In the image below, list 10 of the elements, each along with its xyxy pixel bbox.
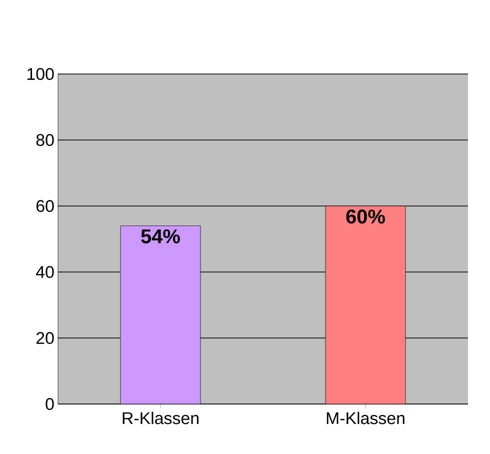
- y-tick-label: 60: [36, 200, 54, 212]
- y-tick-label: 0: [46, 398, 54, 410]
- x-tick-label: R-Klassen: [122, 412, 198, 424]
- y-tick-label: 80: [36, 134, 54, 146]
- y-tick-label: 20: [36, 332, 54, 344]
- data-label: 54%: [141, 229, 180, 244]
- data-label: 60%: [346, 210, 385, 224]
- x-tick-label: M-Klassen: [326, 412, 404, 424]
- y-tick-label: 100: [28, 68, 54, 80]
- y-tick-label: 40: [36, 266, 54, 278]
